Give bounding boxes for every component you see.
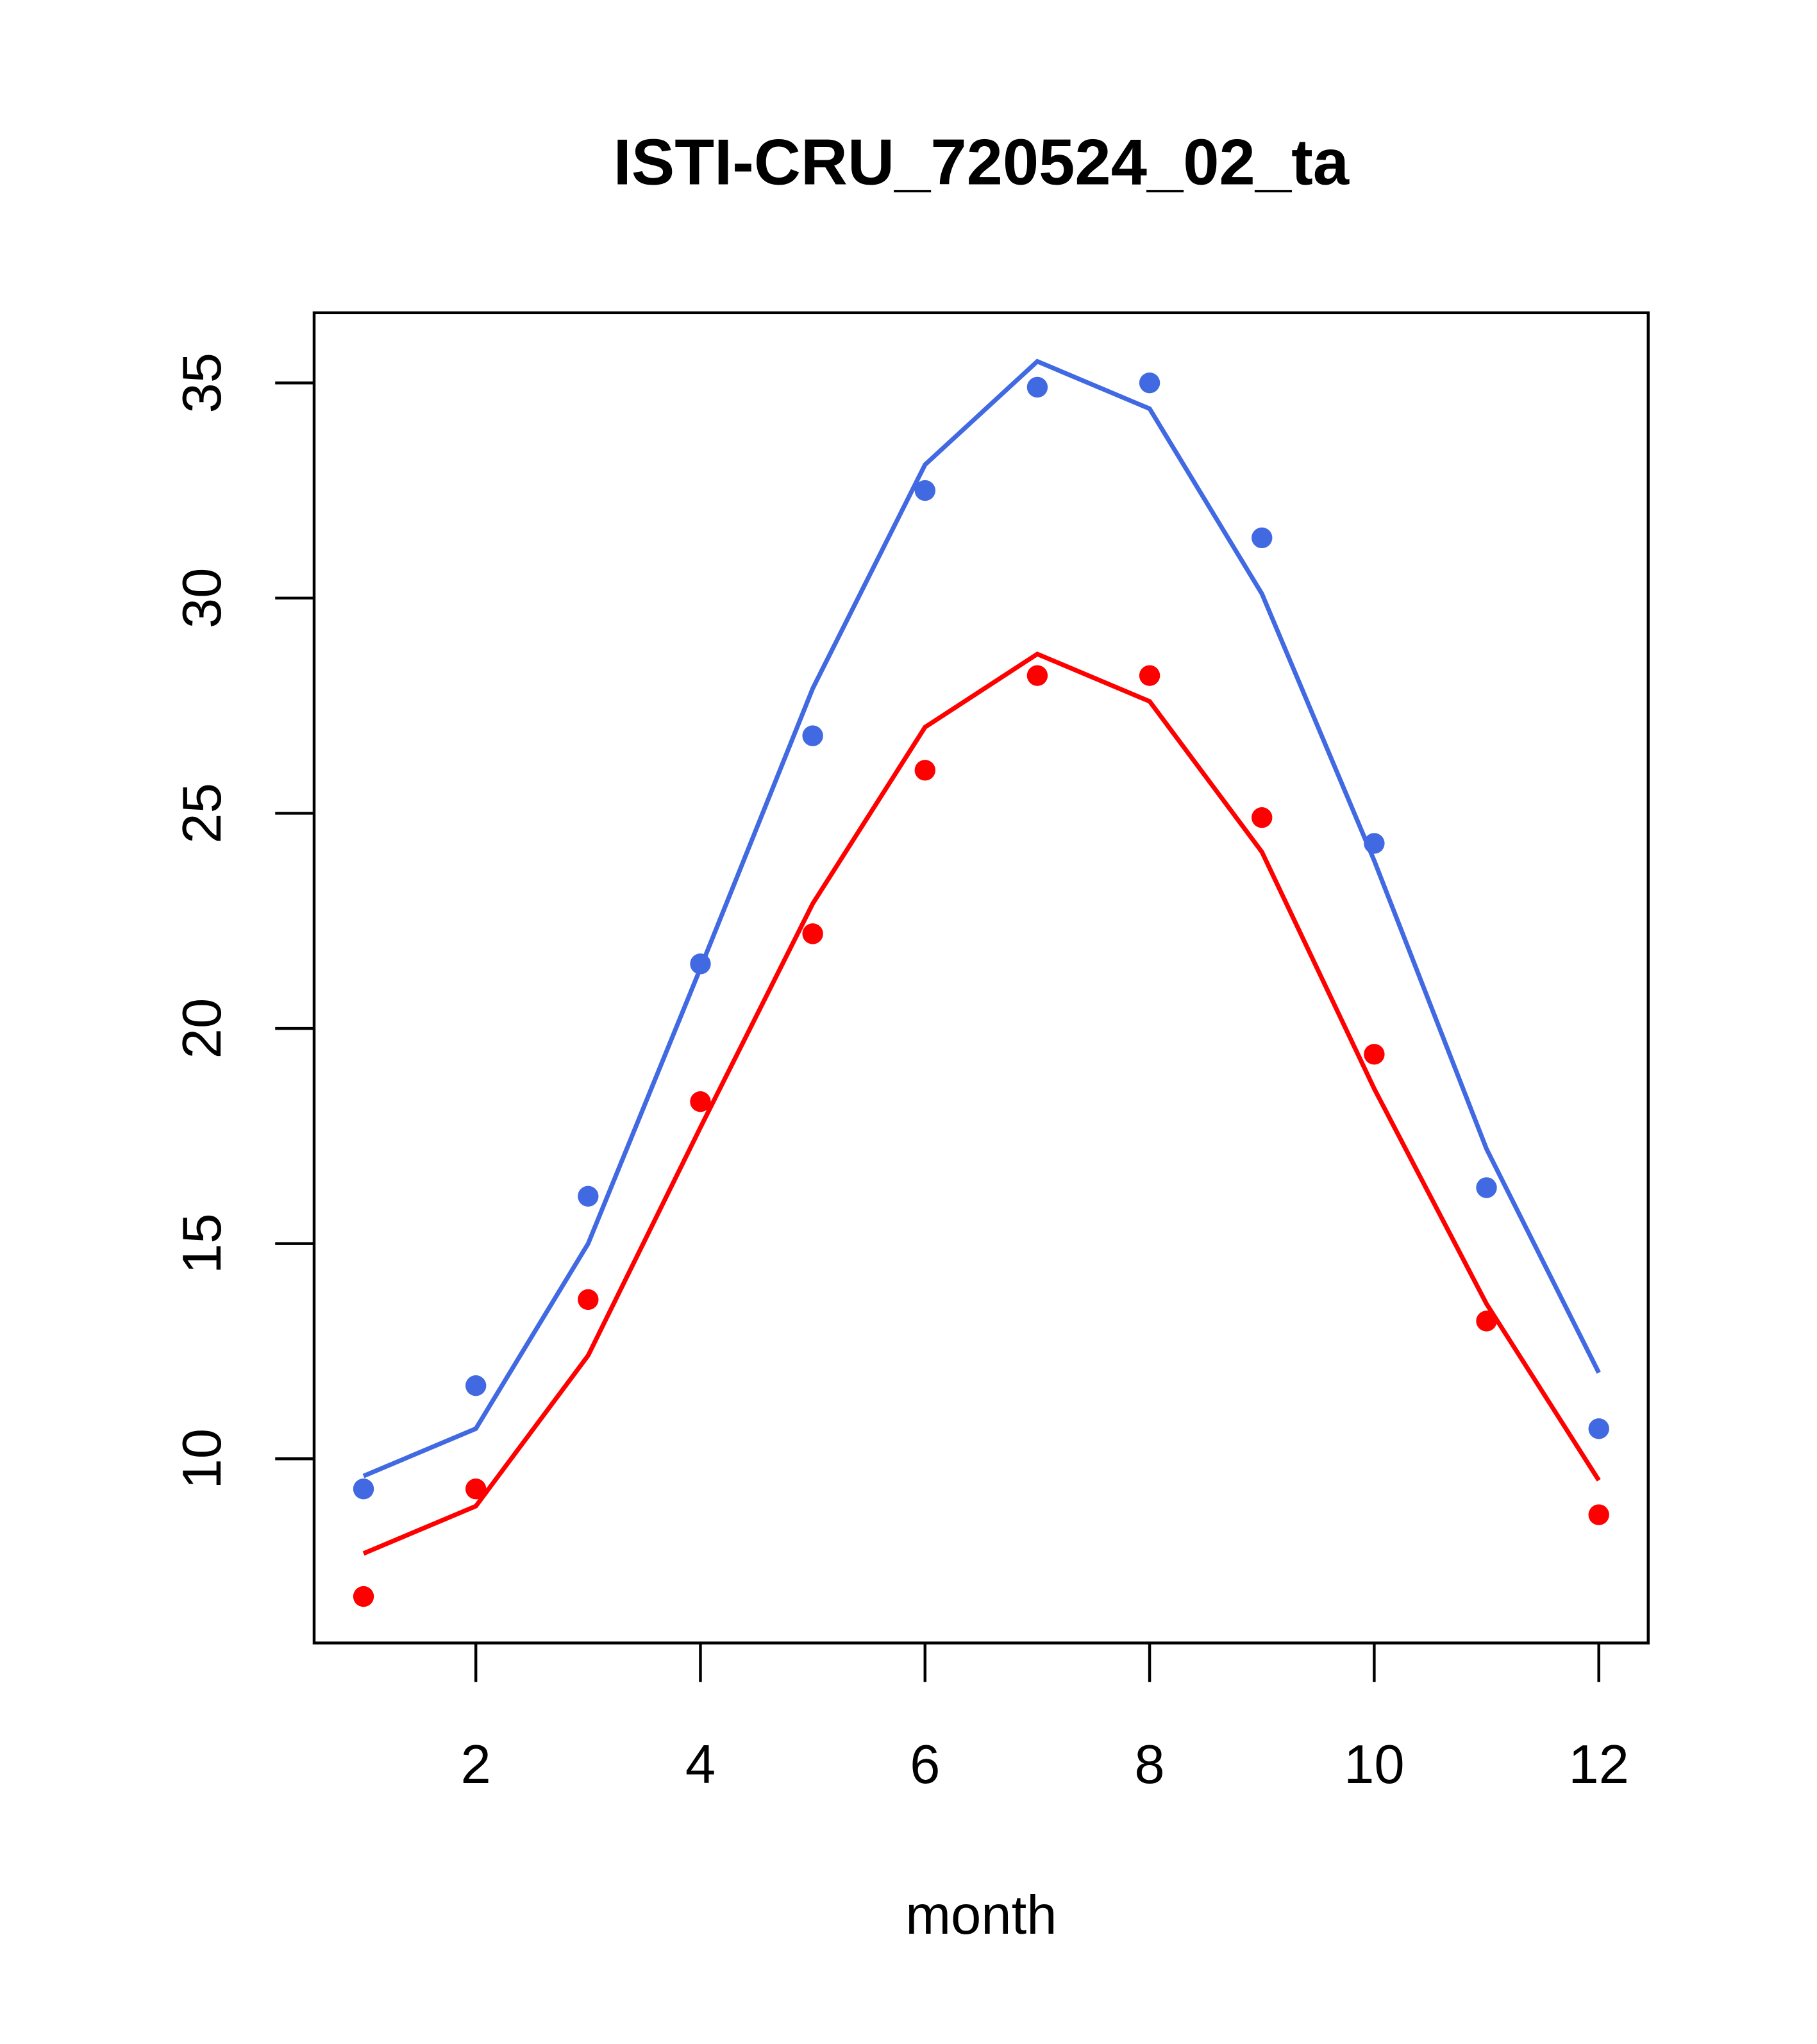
data-point <box>802 725 823 746</box>
data-point <box>578 1289 599 1311</box>
x-tick-label: 10 <box>1344 1734 1405 1795</box>
y-tick-label: 10 <box>172 1428 233 1489</box>
data-point <box>1252 807 1273 828</box>
data-point <box>465 1375 487 1396</box>
data-point <box>353 1479 374 1500</box>
data-point <box>1139 373 1160 394</box>
data-point <box>1588 1504 1609 1525</box>
y-tick-label: 25 <box>172 783 233 844</box>
y-axis: 10 15 20 25 30 35 <box>172 353 314 1489</box>
x-axis-label: month <box>905 1885 1057 1946</box>
data-point <box>914 480 935 501</box>
data-point <box>1476 1177 1497 1198</box>
data-point <box>1026 376 1048 398</box>
x-tick-label: 8 <box>1134 1734 1164 1795</box>
y-tick-label: 35 <box>172 353 233 414</box>
y-tick-label: 30 <box>172 568 233 629</box>
x-tick-label: 12 <box>1568 1734 1629 1795</box>
plot-frame <box>312 311 1650 1645</box>
data-point <box>690 1091 711 1112</box>
x-tick-label: 6 <box>910 1734 940 1795</box>
plot-marks <box>353 358 1609 1607</box>
y-tick-label: 15 <box>172 1213 233 1274</box>
series-line <box>362 651 1601 1556</box>
data-point <box>1588 1418 1609 1439</box>
series-line <box>362 358 1601 1479</box>
chart-title: ISTI-CRU_720524_02_ta <box>614 126 1350 198</box>
data-point <box>914 760 935 781</box>
y-tick-label: 20 <box>172 998 233 1059</box>
data-point <box>1026 665 1048 686</box>
x-tick-label: 2 <box>461 1734 491 1795</box>
data-point <box>353 1586 374 1607</box>
x-tick-label: 4 <box>685 1734 716 1795</box>
data-point <box>1364 1044 1385 1065</box>
data-point <box>1139 665 1160 686</box>
data-point <box>465 1479 487 1500</box>
x-axis: 2 4 6 8 10 12 <box>461 1643 1629 1795</box>
data-point <box>578 1185 599 1207</box>
data-point <box>802 923 823 944</box>
data-point <box>1252 527 1273 549</box>
